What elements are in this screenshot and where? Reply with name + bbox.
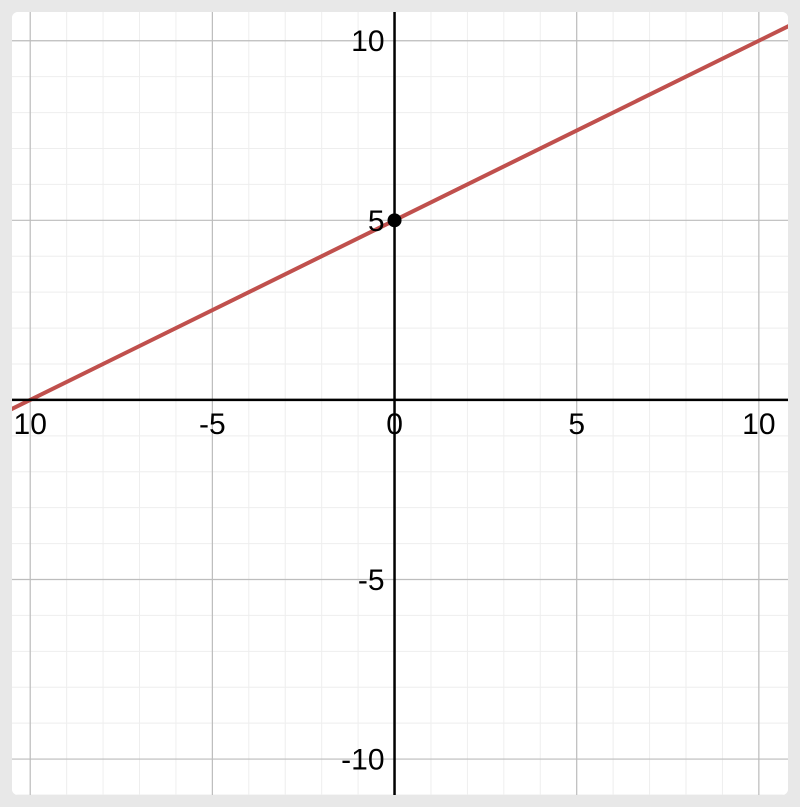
x-tick-label: 0 <box>386 408 403 441</box>
chart-frame: 10 -5 0 5 10 10 5 -5 -10 <box>12 12 788 795</box>
y-tick-label: -10 <box>341 744 384 777</box>
line-chart: 10 -5 0 5 10 10 5 -5 -10 <box>12 12 788 795</box>
plot-point <box>388 213 402 227</box>
y-tick-label: 10 <box>351 25 384 58</box>
x-tick-label: 10 <box>742 408 775 441</box>
y-tick-label: -5 <box>358 564 385 597</box>
x-tick-label: -5 <box>199 408 226 441</box>
x-tick-label: 5 <box>568 408 585 441</box>
x-tick-label: 10 <box>14 408 47 441</box>
y-tick-label: 5 <box>368 205 385 238</box>
